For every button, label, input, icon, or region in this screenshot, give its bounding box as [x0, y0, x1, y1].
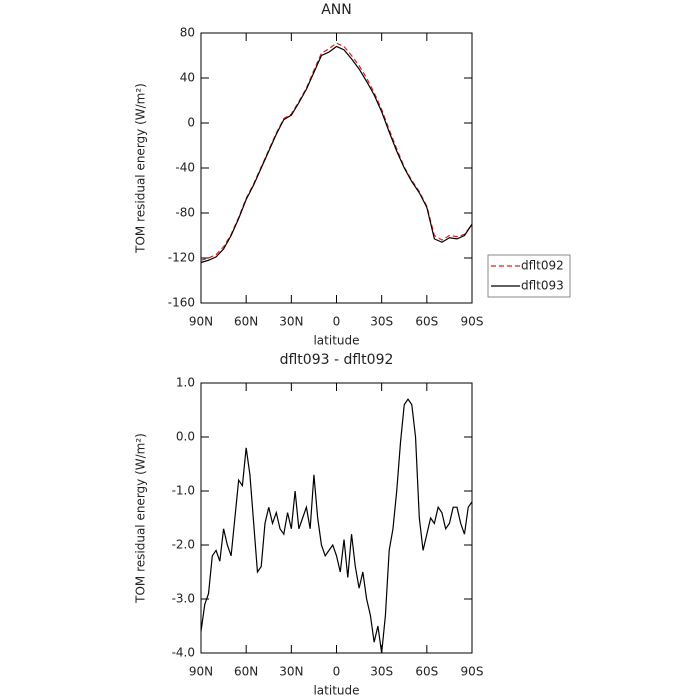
x-tick-label: 60S	[415, 315, 438, 329]
data-line	[200, 398, 473, 654]
y-tick-label: -40	[175, 161, 195, 175]
y-tick-label: -1.0	[172, 484, 195, 498]
y-tick-label: -80	[175, 206, 195, 220]
legend-label: dflt092	[521, 259, 564, 273]
y-tick-label: -4.0	[172, 646, 195, 660]
x-tick-label: 0	[333, 315, 341, 329]
y-tick-label: 1.0	[176, 376, 195, 390]
x-tick-label: 0	[333, 665, 341, 679]
legend-label: dflt093	[521, 279, 564, 293]
y-tick-label: -2.0	[172, 538, 195, 552]
x-tick-label: 90N	[189, 665, 213, 679]
y-tick-label: 0	[187, 116, 195, 130]
x-tick-label: 30S	[370, 665, 393, 679]
x-tick-label: 60N	[234, 665, 258, 679]
y-tick-label: 0.0	[176, 430, 195, 444]
x-tick-label: 90S	[461, 315, 484, 329]
y-tick-label: 80	[180, 26, 195, 40]
x-axis-label: latitude	[313, 684, 359, 698]
x-axis-label: latitude	[313, 334, 359, 348]
chart-title: dflt093 - dflt092	[280, 352, 394, 368]
plot-frame	[200, 382, 473, 654]
x-tick-label: 30S	[370, 315, 393, 329]
x-tick-label: 90S	[461, 665, 484, 679]
x-tick-label: 30N	[279, 665, 303, 679]
y-tick-label: -3.0	[172, 592, 195, 606]
plot-frame	[200, 32, 473, 304]
x-tick-label: 30N	[279, 315, 303, 329]
y-axis-label: TOM residual energy (W/m²)	[134, 433, 148, 604]
y-tick-label: -120	[168, 251, 195, 265]
legend-box	[487, 254, 571, 298]
x-tick-label: 90N	[189, 315, 213, 329]
y-axis-label: TOM residual energy (W/m²)	[134, 83, 148, 254]
x-tick-label: 60S	[415, 665, 438, 679]
data-line	[200, 45, 473, 264]
y-tick-label: -160	[168, 296, 195, 310]
x-tick-label: 60N	[234, 315, 258, 329]
chart-title: ANN	[321, 2, 352, 18]
y-tick-label: 40	[180, 71, 195, 85]
